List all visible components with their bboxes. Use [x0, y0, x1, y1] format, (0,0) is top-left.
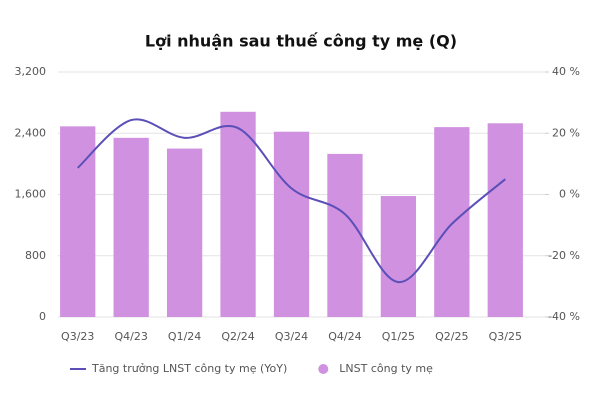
y-tick-label: 1,600: [15, 188, 47, 201]
bar: [434, 127, 470, 317]
y-tick-label: 0: [39, 310, 46, 323]
bar: [327, 153, 363, 317]
x-tick-label: Q1/25: [382, 330, 415, 343]
y2-tick-label: 0 %: [559, 188, 580, 201]
legend-swatch: [318, 364, 329, 374]
x-tick-label: Q4/23: [114, 330, 147, 343]
legend-label: Tăng trưởng LNST công ty mẹ (YoY): [91, 362, 287, 375]
y2-tick-label: 40 %: [552, 65, 580, 78]
bar: [113, 137, 149, 317]
legend-label: LNST công ty mẹ: [339, 362, 433, 375]
y-tick-label: 800: [25, 249, 46, 262]
bar: [220, 111, 256, 317]
y2-tick-label: 20 %: [552, 126, 580, 139]
y2-tick-label: -20 %: [548, 249, 580, 262]
y2-tick-label: -40 %: [548, 310, 580, 323]
line: [77, 118, 506, 284]
x-tick-label: Q2/25: [435, 330, 468, 343]
bar: [60, 126, 96, 317]
x-tick-label: Q3/25: [489, 330, 522, 343]
bar: [487, 123, 523, 317]
bar: [166, 148, 203, 317]
y-tick-label: 2,400: [15, 126, 47, 139]
x-tick-label: Q1/24: [168, 330, 201, 343]
x-tick-label: Q3/23: [61, 330, 94, 343]
x-tick-label: Q3/24: [275, 330, 308, 343]
bar: [273, 131, 310, 317]
bar: [380, 196, 417, 317]
y-tick-label: 3,200: [15, 65, 47, 78]
x-tick-label: Q4/24: [328, 330, 361, 343]
x-tick-label: Q2/24: [221, 330, 254, 343]
chart-title: Lợi nhuận sau thuế công ty mẹ (Q): [145, 32, 457, 51]
